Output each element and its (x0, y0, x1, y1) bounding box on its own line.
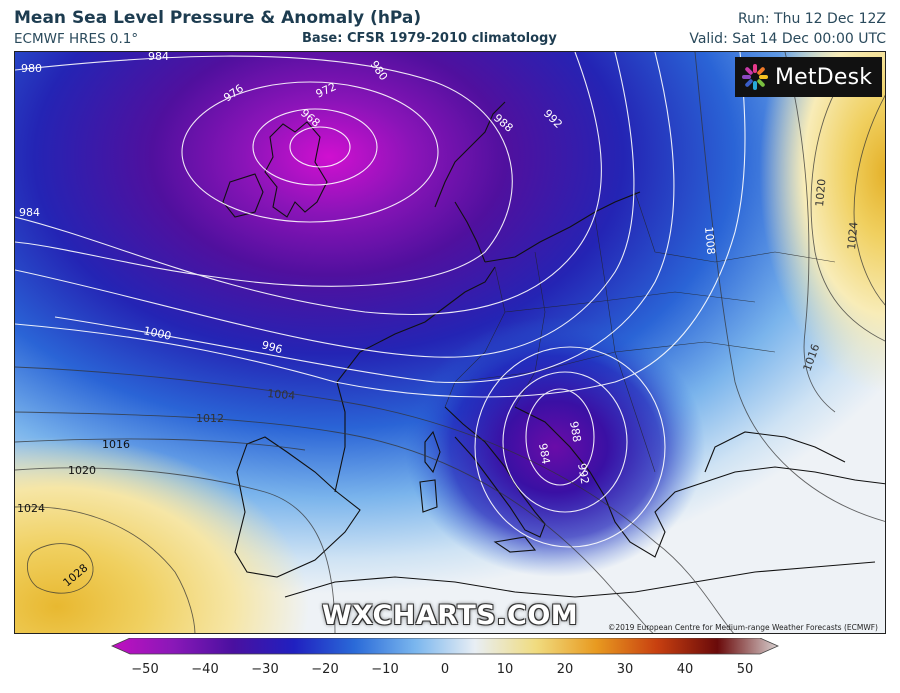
label-992-med: 992 (575, 462, 591, 485)
isobar-992 (54, 52, 675, 384)
colorbar-tick: 10 (497, 662, 514, 677)
isobar-1024-east (853, 94, 885, 306)
border-central (514, 251, 546, 408)
iberian-high-anomaly (15, 352, 435, 633)
label-980-west: 980 (21, 62, 42, 75)
copyright-notice: ©2019 European Centre for Medium-range W… (607, 623, 878, 632)
isobar-996 (15, 52, 746, 398)
isobar-1020-east (810, 91, 885, 342)
coast-balkans (514, 406, 706, 558)
coast-black-sea-north (704, 431, 846, 473)
colorbar-tick: −10 (371, 662, 398, 677)
label-1024-east: 1024 (845, 221, 860, 250)
low-isobars (15, 52, 746, 548)
metdesk-logo: MetDesk (735, 57, 882, 97)
isobar-1012 (15, 411, 654, 633)
metdesk-logo-icon (742, 64, 768, 90)
coast-sicily (493, 536, 537, 553)
high-isobars (15, 52, 885, 633)
label-984-med: 984 (536, 442, 552, 465)
coastlines (222, 101, 885, 598)
isobar-968 (289, 126, 351, 168)
isobar-1024 (15, 506, 196, 633)
coast-france-benelux (334, 266, 496, 493)
wxcharts-watermark: WXCHARTS.COM (321, 600, 579, 631)
isobar-1016-east (784, 52, 836, 413)
label-1000: 1000 (142, 324, 172, 343)
isobar-976 (181, 81, 439, 223)
isobar-1008 (694, 52, 885, 522)
metdesk-logo-text: MetDesk (775, 64, 873, 90)
anomaly-colorbar: −50 −40 −30 −20 −10 0 10 20 30 40 50 (0, 637, 900, 689)
coast-great-britain (264, 121, 328, 218)
eastern-high-anomaly (655, 52, 885, 452)
label-1020: 1020 (68, 464, 96, 477)
coast-baltic (484, 191, 641, 263)
map-title: Mean Sea Level Pressure & Anomaly (hPa) (14, 8, 422, 28)
colorbar-tick: −20 (311, 662, 338, 677)
label-996: 996 (260, 338, 284, 356)
colorbar-tick: −40 (191, 662, 218, 677)
border-lat-2 (504, 291, 756, 313)
label-1008: 1008 (702, 226, 717, 255)
isobar-1028 (27, 543, 94, 594)
isobar-988 (15, 52, 635, 358)
coast-corsica (424, 430, 441, 474)
colorbar-tick: 50 (737, 662, 754, 677)
colorbar-tick: 40 (677, 662, 694, 677)
colorbar-tick: 20 (557, 662, 574, 677)
label-1020-east: 1020 (813, 178, 828, 207)
label-988-med: 988 (567, 420, 583, 443)
isobar-1020 (15, 467, 336, 633)
label-984-west: 984 (19, 206, 40, 219)
pressure-anomaly-map: 984 980 976 972 968 980 988 992 984 1000… (14, 51, 886, 634)
isobar-1004 (15, 366, 734, 633)
label-1024: 1024 (17, 502, 45, 515)
coast-black-sea-south (704, 466, 885, 485)
isobar-996-med (474, 346, 666, 548)
label-1004: 1004 (267, 387, 296, 402)
coast-ireland (222, 173, 264, 218)
colorbar-tick: 30 (617, 662, 634, 677)
isobar-972 (252, 108, 378, 186)
label-1012: 1012 (196, 412, 224, 425)
colorbar-bar (111, 637, 779, 655)
colorbar-tick: −30 (251, 662, 278, 677)
border-north-east (634, 191, 836, 263)
colorbar-ticks: −50 −40 −30 −20 −10 0 10 20 30 40 50 (131, 662, 753, 677)
colorbar-svg: −50 −40 −30 −20 −10 0 10 20 30 40 50 (111, 637, 779, 677)
coast-north-africa (284, 561, 876, 598)
coast-scandinavia (434, 101, 506, 263)
valid-time-label: Valid: Sat 14 Dec 00:00 UTC (689, 31, 886, 47)
isobar-984 (15, 52, 602, 316)
label-984-top: 984 (148, 52, 169, 63)
climatology-base-label: Base: CFSR 1979-2010 climatology (302, 31, 557, 46)
isobar-992-med (502, 371, 628, 513)
isobar-980 (15, 55, 513, 287)
map-canvas: 984 980 976 972 968 980 988 992 984 1000… (15, 52, 885, 633)
run-time-label: Run: Thu 12 Dec 12Z (738, 11, 886, 27)
border-west (444, 266, 506, 408)
isobar-1016 (15, 438, 306, 451)
model-label: ECMWF HRES 0.1° (14, 31, 139, 47)
colorbar-tick: 0 (441, 662, 449, 677)
colorbar-tick: −50 (131, 662, 158, 677)
label-1016: 1016 (102, 438, 130, 451)
isobar-988-med (525, 388, 595, 486)
coast-iberia (234, 436, 361, 578)
coast-sardinia (419, 479, 438, 513)
